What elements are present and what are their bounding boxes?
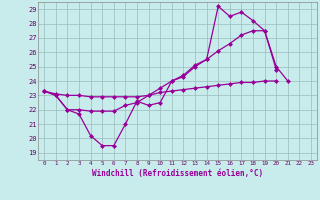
X-axis label: Windchill (Refroidissement éolien,°C): Windchill (Refroidissement éolien,°C) xyxy=(92,169,263,178)
